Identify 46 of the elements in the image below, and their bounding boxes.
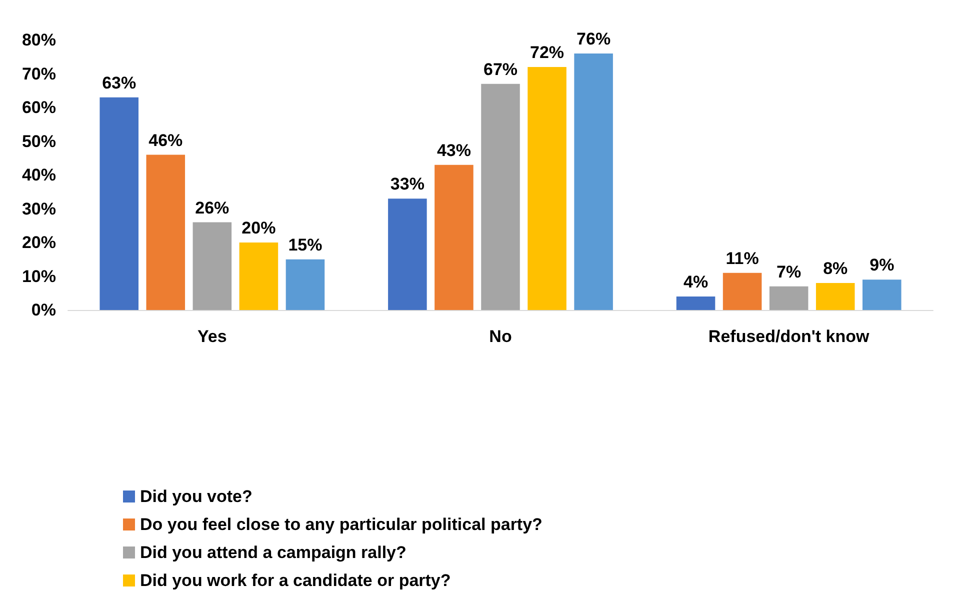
y-tick-label: 30% [22, 199, 56, 218]
legend-label: Do you feel close to any particular political party? [140, 515, 542, 534]
y-tick-label: 10% [22, 266, 56, 286]
bar [481, 84, 520, 310]
y-tick-label: 20% [22, 233, 56, 252]
legend-label: Did you attend a campaign rally? [140, 543, 406, 562]
data-label: 67% [483, 60, 518, 79]
bar [769, 286, 808, 310]
legend-label: Did you work for a candidate or party? [140, 571, 451, 590]
data-label: 76% [576, 30, 611, 48]
y-tick-label: 0% [31, 300, 56, 320]
bar [722, 272, 762, 310]
data-label: 8% [823, 259, 848, 278]
bar [146, 154, 186, 310]
bar [388, 198, 427, 310]
bar [239, 242, 278, 310]
bar [574, 54, 613, 310]
data-label: 33% [390, 174, 424, 194]
data-label: 26% [195, 198, 230, 218]
y-tick-label: 40% [22, 166, 56, 184]
data-label: 46% [148, 130, 183, 150]
y-tick-label: 80% [22, 30, 56, 50]
bar [528, 67, 566, 310]
legend-label: Did you vote? [140, 487, 252, 506]
x-tick-label: Yes [198, 327, 227, 346]
y-tick-label: 70% [22, 64, 56, 84]
y-tick-label: 50% [22, 132, 56, 151]
data-label: 20% [242, 218, 276, 238]
bar [816, 283, 855, 310]
bar [434, 164, 474, 310]
x-tick-label: Refused/don't know [708, 327, 870, 346]
x-tick-label: No [489, 327, 512, 346]
data-label: 7% [776, 262, 802, 282]
bar [676, 296, 716, 310]
data-label: 4% [683, 272, 708, 292]
bar [192, 222, 232, 310]
data-label: 9% [870, 256, 894, 275]
data-label: 72% [530, 43, 564, 62]
data-label: 15% [288, 235, 322, 254]
bar [862, 280, 902, 310]
bar [286, 259, 325, 310]
data-label: 11% [726, 248, 759, 268]
bar [100, 97, 138, 310]
data-label: 43% [436, 140, 471, 160]
y-tick-label: 60% [22, 98, 56, 117]
data-label: 63% [102, 73, 136, 92]
